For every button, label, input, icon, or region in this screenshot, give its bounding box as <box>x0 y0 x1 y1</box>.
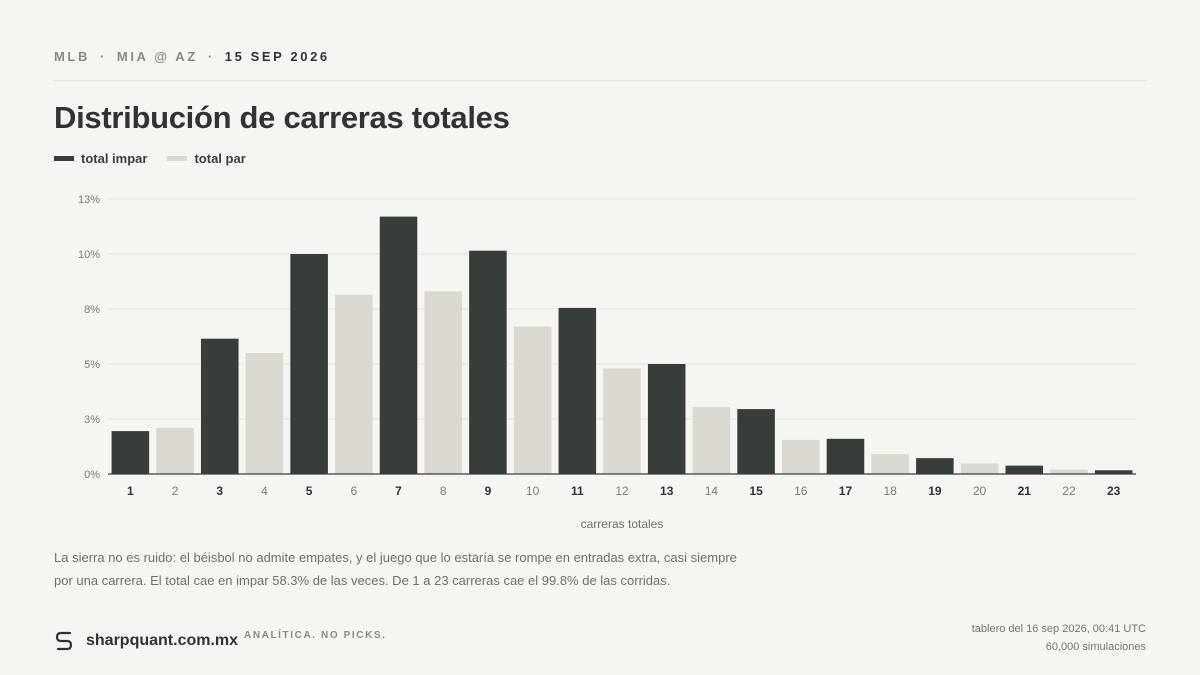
x-tick-label: 20 <box>973 484 987 498</box>
x-tick-label: 1 <box>127 484 134 498</box>
legend-label-odd: total impar <box>81 151 148 166</box>
x-tick-label: 6 <box>350 484 357 498</box>
bar <box>916 458 954 474</box>
x-tick-label: 8 <box>440 484 447 498</box>
x-tick-label: 21 <box>1018 484 1032 498</box>
y-tick-label: 8% <box>84 304 100 316</box>
runs-distribution-chart: 0%3%5%8%10%13%1 2 3 4 5 6 7 8 9 10 11 12 13 14 15 16 17 1… <box>78 194 1136 531</box>
chart-title: Distribución de carreras totales <box>54 100 510 135</box>
bar <box>558 307 597 474</box>
x-tick-label: 2 <box>172 484 179 498</box>
tagline: ANALÍTICA. NO PICKS. <box>244 630 387 641</box>
bar <box>111 431 150 474</box>
header-line: MLB · MIA @ AZ · 15 SEP 2026 <box>54 49 330 64</box>
bar <box>245 353 284 474</box>
legend-item-odd: total impar <box>54 151 147 166</box>
legend-label-even: total par <box>194 151 246 166</box>
bar <box>379 216 418 474</box>
x-tick-label: 23 <box>1107 484 1121 498</box>
simulation-count: 60,000 simulaciones <box>1045 641 1146 653</box>
bar <box>692 406 731 474</box>
bar <box>513 326 552 474</box>
y-tick-label: 5% <box>84 359 100 371</box>
y-tick-label: 10% <box>78 249 100 261</box>
bar <box>1094 470 1133 474</box>
bar <box>200 338 239 474</box>
x-axis-title: carreras totales <box>581 517 664 531</box>
bar <box>782 439 820 474</box>
legend-item-even: total par <box>167 151 246 166</box>
bar <box>156 427 194 474</box>
bar <box>1005 465 1044 474</box>
y-tick-label: 3% <box>84 414 100 426</box>
legend-swatch-even <box>167 156 188 161</box>
game-date: 15 SEP 2026 <box>224 49 330 64</box>
x-tick-label: 7 <box>395 484 402 498</box>
bar <box>647 364 686 474</box>
bar <box>1050 469 1088 474</box>
y-tick-label: 0% <box>84 469 100 481</box>
legend-swatch-odd <box>54 156 74 161</box>
footer-meta: tablero del 16 sep 2026, 00:41 UTC 60,00… <box>972 620 1146 656</box>
x-tick-label: 14 <box>705 484 719 498</box>
bar <box>424 291 462 474</box>
header-divider <box>54 80 1146 81</box>
separator-dot: · <box>99 49 107 64</box>
bar <box>960 463 999 474</box>
caption: La sierra no es ruido: el béisbol no adm… <box>54 546 774 592</box>
bar <box>871 454 909 474</box>
matchup-label: MIA @ AZ <box>116 49 198 64</box>
x-tick-label: 11 <box>571 484 584 498</box>
x-tick-label: 22 <box>1062 484 1076 498</box>
x-tick-label: 17 <box>839 484 853 498</box>
updated-timestamp: tablero del 16 sep 2026, 00:41 UTC <box>971 623 1146 635</box>
x-tick-label: 18 <box>883 484 897 498</box>
brand-logo[interactable]: sharpquant.com.mx <box>54 629 238 653</box>
sharpquant-logo-icon <box>55 631 73 651</box>
bar <box>290 254 328 474</box>
league-label: MLB <box>54 49 90 64</box>
x-tick-label: 5 <box>306 484 313 498</box>
x-tick-label: 19 <box>928 484 942 498</box>
x-tick-label: 15 <box>749 484 763 498</box>
x-tick-label: 3 <box>216 484 223 498</box>
caption-line-1: La sierra no es ruido: el béisbol no adm… <box>54 550 737 565</box>
legend: total impar total par <box>54 151 266 166</box>
x-tick-label: 16 <box>794 484 808 498</box>
y-tick-label: 13% <box>78 194 100 206</box>
x-tick-label: 13 <box>660 484 674 498</box>
caption-line-2: por una carrera. El total cae en impar 5… <box>54 573 671 588</box>
x-tick-label: 9 <box>485 484 492 498</box>
bar <box>335 294 373 474</box>
x-tick-label: 10 <box>526 484 540 498</box>
x-tick-label: 12 <box>615 484 629 498</box>
bar <box>737 409 775 474</box>
brand-name: sharpquant.com.mx <box>86 632 239 649</box>
bar <box>826 438 865 474</box>
separator-dot: · <box>207 49 215 64</box>
bar <box>469 250 507 474</box>
x-tick-label: 4 <box>261 484 268 498</box>
bar <box>603 368 641 474</box>
